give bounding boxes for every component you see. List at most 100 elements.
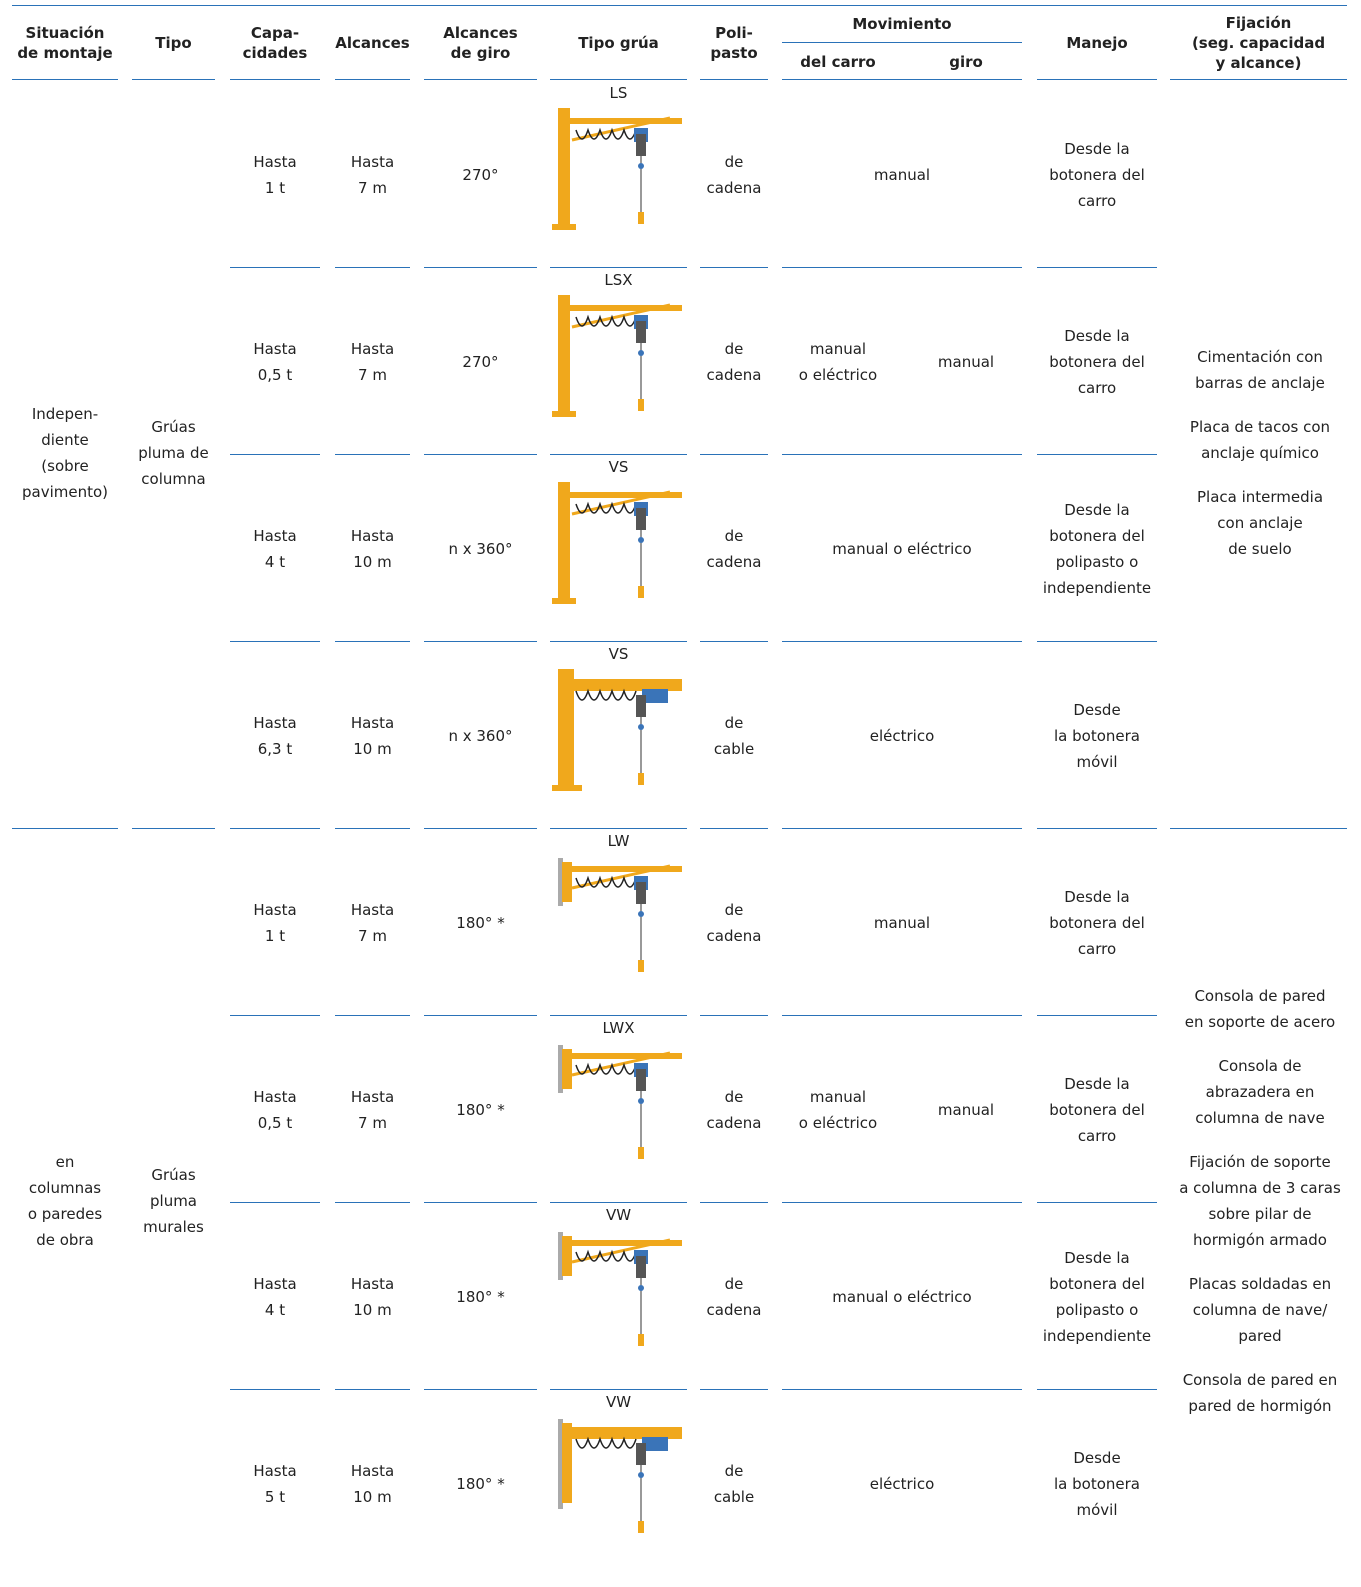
fijacion: Cimentación con barras de anclaje Placa d… [1170,335,1350,571]
rule [132,79,215,80]
rule [424,1202,537,1203]
tipo: Grúas pluma de columna [138,418,209,488]
rule [132,828,215,829]
header-cell: Capa- cidades [242,24,308,62]
crane-image [558,1045,682,1159]
capacidad: Hasta 5 t [253,1462,297,1506]
header-cell: Poli- pasto [710,24,758,62]
capacidad: Hasta 0,5 t [253,1088,297,1132]
crane-label: VW [605,1393,632,1411]
rule [1037,1202,1157,1203]
polipasto: de cadena [706,901,762,945]
movimiento: manual o eléctrico [832,1288,972,1306]
rule [424,828,537,829]
header-cell: Situación de montaje [17,24,113,62]
rule [424,267,537,268]
polipasto: de cadena [706,1088,762,1132]
capacidad: Hasta 1 t [253,153,297,197]
polipasto: de cadena [706,153,762,197]
movimiento-giro: manual [937,1101,995,1119]
rule [782,828,1022,829]
rule [550,641,687,642]
situacion: Indepen- diente (sobre pavimento) [21,405,108,501]
rule [1037,1015,1157,1016]
fijacion-item: Consola de abrazadera en columna de nave [1195,1057,1325,1127]
crane-label: VS [608,458,629,476]
alcance-giro: n x 360° [448,727,513,745]
polipasto: de cadena [706,1275,762,1319]
fijacion-item: Placas soldadas en columna de nave/ pare… [1188,1275,1332,1345]
movimiento: eléctrico [869,1475,935,1493]
rule [700,267,768,268]
alcance: Hasta 10 m [350,527,395,571]
rule [335,267,410,268]
rule [1170,828,1347,829]
crane-image [552,669,682,791]
rule [424,1015,537,1016]
rule [550,267,687,268]
alcance: Hasta 7 m [350,1088,395,1132]
manejo: Desde la botonera del polipasto o indepe… [1042,1249,1152,1345]
rule [782,454,1022,455]
fijacion-item: Consola de pared en soporte de acero [1184,987,1336,1031]
rule [424,454,537,455]
alcance-giro: 180° * [456,1288,505,1306]
fijacion-item: Placa de tacos con anclaje químico [1189,418,1331,462]
rule [12,828,118,829]
rule [700,641,768,642]
manejo: Desde la botonera móvil [1054,701,1140,771]
rule [700,828,768,829]
capacidad: Hasta 4 t [253,1275,297,1319]
rule [782,267,1022,268]
rule [230,641,320,642]
crane-image [552,482,682,604]
manejo: Desde la botonera del carro [1049,140,1145,210]
alcance-giro: 270° [462,353,499,371]
fijacion-item: Consola de pared en pared de hormigón [1182,1371,1338,1415]
alcance: Hasta 10 m [350,714,395,758]
rule [782,1015,1022,1016]
polipasto: de cadena [706,527,762,571]
crane-image [558,1232,682,1346]
fijacion: Consola de pared en soporte de acero Cons… [1170,974,1350,1428]
alcance: Hasta 7 m [350,153,395,197]
rule [550,828,687,829]
rule [424,641,537,642]
manejo: Desde la botonera del polipasto o indepe… [1042,501,1152,597]
rule [424,79,537,80]
movimiento: manual [873,914,931,932]
rule [782,1202,1022,1203]
header-cell: giro [949,53,983,71]
capacidad: Hasta 4 t [253,527,297,571]
crane-image [558,858,682,972]
alcance: Hasta 7 m [350,901,395,945]
header-cell: Tipo grúa [578,34,659,52]
polipasto: de cable [713,1462,755,1506]
alcance: Hasta 10 m [350,1275,395,1319]
rule [12,79,118,80]
polipasto: de cable [713,714,755,758]
rule [230,1389,320,1390]
manejo: Desde la botonera del carro [1049,888,1145,958]
rule [700,1389,768,1390]
fijacion-item: Placa intermedia con anclaje de suelo [1196,488,1324,558]
alcance-giro: n x 360° [448,540,513,558]
rule [782,42,1022,43]
rule [230,267,320,268]
capacidad: Hasta 0,5 t [253,340,297,384]
header-cell: Tipo [155,34,192,52]
rule [700,79,768,80]
fijacion-item: Fijación de soporte a columna de 3 caras… [1179,1153,1341,1249]
crane-image [552,108,682,230]
rule [1037,1389,1157,1390]
rule [230,1202,320,1203]
capacidad: Hasta 6,3 t [253,714,297,758]
rule [335,79,410,80]
alcance-giro: 180° * [456,1101,505,1119]
rule [1037,641,1157,642]
alcance-giro: 270° [462,166,499,184]
rule [230,828,320,829]
crane-label: VS [608,645,629,663]
polipasto: de cadena [706,340,762,384]
